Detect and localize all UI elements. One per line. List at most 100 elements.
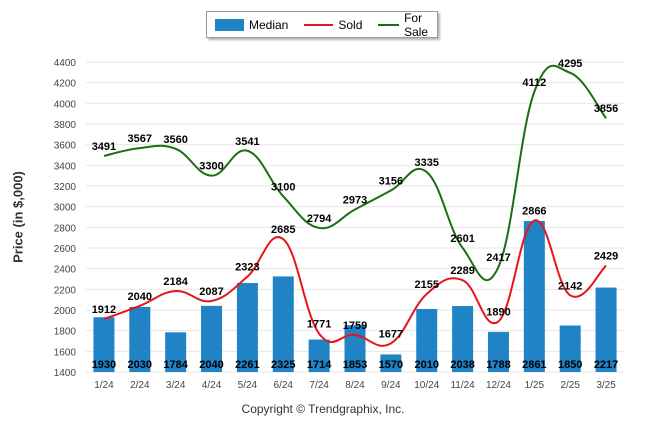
- copyright-credit: Copyright © Trendgraphix, Inc.: [241, 402, 405, 416]
- sold-line: [103, 219, 607, 347]
- median-data-label: 2861: [522, 359, 546, 371]
- legend-item-median: Median: [215, 18, 288, 32]
- for-sale-data-label: 3491: [92, 141, 116, 153]
- x-tick-label: 7/24: [309, 380, 329, 391]
- y-tick-label: 2400: [54, 265, 77, 276]
- for-sale-data-label: 3300: [199, 161, 223, 173]
- median-data-label: 2325: [271, 359, 295, 371]
- median-bar: [165, 332, 187, 372]
- median-bar: [93, 317, 115, 372]
- y-tick-label: 2600: [54, 244, 77, 255]
- x-tick-label: 9/24: [381, 380, 401, 391]
- sold-data-label: 2685: [271, 224, 295, 236]
- x-tick-label: 3/24: [166, 380, 186, 391]
- for-sale-data-label: 3567: [128, 133, 152, 145]
- median-bar: [236, 283, 258, 372]
- median-data-label: 2217: [594, 359, 618, 371]
- sold-data-label: 2429: [594, 251, 618, 263]
- median-bar: [380, 354, 402, 372]
- median-data-label: 2038: [450, 359, 474, 371]
- legend-median-label: Median: [249, 17, 289, 32]
- y-tick-label: 4400: [54, 58, 77, 69]
- median-bar: [416, 308, 438, 372]
- median-data-label: 1930: [92, 359, 116, 371]
- y-tick-label: 3400: [54, 161, 77, 172]
- y-axis-title: Price (in $,000): [10, 171, 26, 263]
- median-data-label: 2261: [235, 359, 259, 371]
- sold-data-label: 1771: [307, 319, 331, 331]
- median-bar: [129, 306, 151, 372]
- sold-data-label: 1912: [92, 304, 116, 316]
- legend-median-swatch: [215, 18, 244, 31]
- sold-data-label: 2323: [235, 262, 259, 274]
- y-tick-label: 2800: [54, 223, 77, 234]
- legend-sold-swatch: [304, 23, 334, 26]
- for-sale-data-label: 3156: [379, 176, 403, 188]
- median-data-label: 1850: [558, 359, 582, 371]
- median-data-label: 2040: [199, 359, 223, 371]
- for-sale-data-label: 3541: [235, 136, 259, 148]
- x-tick-label: 8/24: [345, 380, 365, 391]
- median-bar: [452, 306, 474, 372]
- for-sale-data-label: 2601: [450, 233, 474, 245]
- legend-for-sale-label: For Sale: [404, 10, 429, 39]
- x-tick-label: 1/25: [525, 380, 545, 391]
- x-tick-label: 6/24: [274, 380, 294, 391]
- sold-data-label: 2866: [522, 206, 546, 218]
- median-bar: [487, 331, 509, 372]
- median-data-label: 2030: [128, 359, 152, 371]
- y-tick-label: 1800: [54, 327, 77, 338]
- x-tick-label: 4/24: [202, 380, 222, 391]
- y-tick-label: 3000: [54, 203, 77, 214]
- sold-data-label: 1759: [343, 320, 367, 332]
- y-tick-label: 2200: [54, 285, 77, 296]
- sold-data-label: 1890: [486, 306, 510, 318]
- for-sale-data-label: 3100: [271, 181, 295, 193]
- sold-data-label: 2289: [450, 265, 474, 277]
- x-tick-label: 12/24: [486, 380, 511, 391]
- x-tick-label: 2/25: [560, 380, 580, 391]
- x-tick-label: 11/24: [450, 380, 475, 391]
- median-bar: [272, 276, 294, 372]
- legend-for-sale-swatch: [378, 23, 400, 26]
- for-sale-data-label: 3335: [414, 157, 438, 169]
- for-sale-data-label: 2417: [486, 252, 510, 264]
- x-tick-label: 3/25: [596, 380, 616, 391]
- median-bar: [201, 305, 223, 372]
- for-sale-data-label: 2973: [343, 194, 367, 206]
- for-sale-data-label: 3560: [163, 134, 187, 146]
- for-sale-data-label: 4112: [522, 77, 546, 89]
- median-bar: [523, 221, 545, 372]
- y-tick-label: 4200: [54, 79, 77, 90]
- x-tick-label: 10/24: [414, 380, 439, 391]
- x-tick-label: 5/24: [238, 380, 258, 391]
- median-data-label: 1853: [343, 359, 367, 371]
- y-tick-label: 4000: [54, 99, 77, 110]
- y-tick-label: 3800: [54, 120, 77, 131]
- x-tick-label: 2/24: [130, 380, 150, 391]
- legend-item-for-sale: For Sale: [378, 11, 436, 39]
- sold-data-label: 1677: [379, 328, 403, 340]
- median-data-label: 1714: [307, 359, 332, 371]
- median-bar: [559, 325, 581, 372]
- y-tick-label: 1400: [54, 368, 77, 379]
- for-sale-data-label: 3856: [594, 103, 618, 115]
- median-data-label: 1788: [486, 359, 510, 371]
- for-sale-data-label: 4295: [558, 58, 582, 70]
- median-bar: [595, 287, 617, 372]
- y-tick-label: 2000: [54, 306, 77, 317]
- median-data-label: 2010: [414, 359, 438, 371]
- sold-data-label: 2142: [558, 280, 582, 292]
- median-bar: [308, 339, 330, 372]
- x-tick-label: 1/24: [94, 380, 114, 391]
- sold-data-label: 2087: [199, 286, 223, 298]
- for-sale-data-label: 2794: [307, 213, 332, 225]
- for-sale-line: [103, 64, 607, 282]
- sold-data-label: 2184: [163, 276, 188, 288]
- legend: Median Sold For Sale: [206, 11, 438, 39]
- sold-data-label: 2040: [128, 291, 152, 303]
- y-tick-label: 3200: [54, 182, 77, 193]
- sold-data-label: 2155: [414, 279, 438, 291]
- y-tick-label: 1600: [54, 347, 77, 358]
